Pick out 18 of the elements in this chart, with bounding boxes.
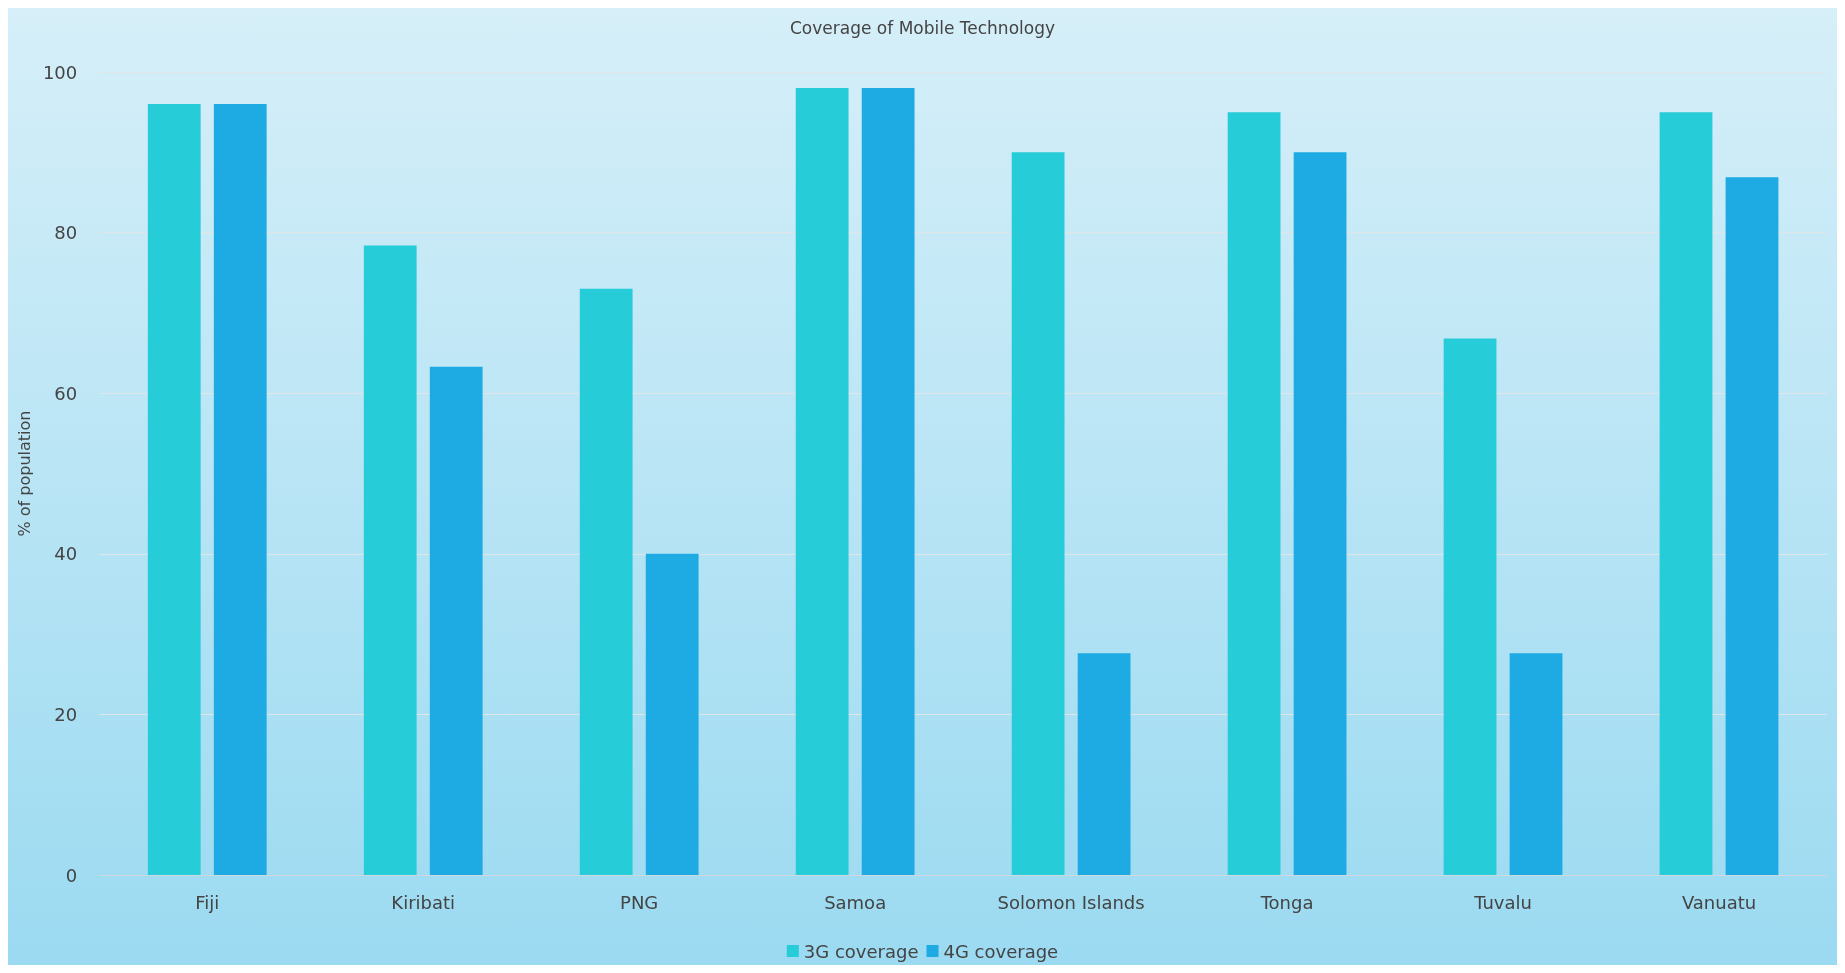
chart-title: Coverage of Mobile Technology: [789, 17, 1056, 38]
y-tick-label: 0: [65, 864, 78, 886]
x-tick-label: PNG: [620, 891, 659, 913]
y-tick-label: 60: [54, 382, 78, 404]
x-tick-label: Solomon Islands: [997, 891, 1145, 913]
y-tick-label: 80: [54, 222, 78, 244]
y-tick-label: 100: [42, 61, 78, 83]
x-tick-label: Kiribati: [391, 891, 456, 913]
x-tick-label: Samoa: [824, 891, 887, 913]
y-tick-label: 20: [54, 703, 78, 725]
legend-label: 4G coverage: [943, 940, 1059, 962]
x-tick-label: Vanuatu: [1681, 891, 1757, 913]
legend-label: 3G coverage: [803, 940, 919, 962]
x-tick-label: Fiji: [195, 891, 220, 913]
y-axis-title: % of population: [14, 410, 34, 537]
y-tick-label: 40: [54, 543, 78, 565]
x-tick-label: Tonga: [1259, 891, 1314, 913]
x-tick-label: Tuvalu: [1473, 891, 1532, 913]
